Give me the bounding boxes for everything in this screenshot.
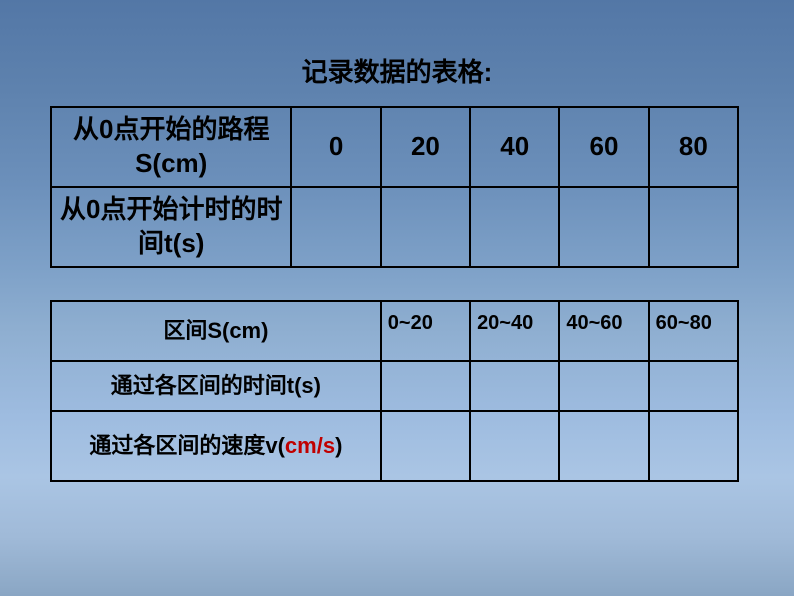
table2-row-speed: 通过各区间的速度v(cm/s) (51, 411, 738, 481)
t1-r0-v1: 20 (381, 107, 470, 187)
t1-r1-post: 点开始计时的时间t(s) (100, 194, 282, 258)
t1-r0-bold: 0 (99, 114, 113, 144)
table1-row-distance: 从0点开始的路程S(cm) 0 20 40 60 80 (51, 107, 738, 187)
t1-r0-label: 从0点开始的路程S(cm) (51, 107, 291, 187)
page-title: 记录数据的表格: (0, 52, 794, 89)
t2-r1-v0 (381, 361, 470, 411)
t2-r1-v2 (559, 361, 648, 411)
t1-r0-v3: 60 (559, 107, 648, 187)
t2-r2-v0 (381, 411, 470, 481)
t1-r1-label: 从0点开始计时的时间t(s) (51, 187, 291, 267)
t1-r1-v4 (649, 187, 738, 267)
t2-r0-v1: 20~40 (470, 301, 559, 361)
t1-r1-pre: 从 (60, 194, 86, 224)
t2-r2-v3 (649, 411, 738, 481)
interval-speed-table: 区间S(cm) 0~20 20~40 40~60 60~80 通过各区间的时间t… (50, 300, 739, 482)
t1-r1-v3 (559, 187, 648, 267)
t2-r2-v2 (559, 411, 648, 481)
t1-r1-bold: 0 (86, 194, 100, 224)
t2-r1-label: 通过各区间的时间t(s) (51, 361, 381, 411)
t2-r0-v0: 0~20 (381, 301, 470, 361)
t2-r2-label: 通过各区间的速度v(cm/s) (51, 411, 381, 481)
table2-row-interval: 区间S(cm) 0~20 20~40 40~60 60~80 (51, 301, 738, 361)
t1-r0-post: 点开始的路程S(cm) (113, 114, 269, 178)
t1-r0-v4: 80 (649, 107, 738, 187)
t1-r1-v1 (381, 187, 470, 267)
distance-time-table: 从0点开始的路程S(cm) 0 20 40 60 80 从0点开始计时的时间t(… (50, 106, 739, 268)
t2-r1-v1 (470, 361, 559, 411)
t1-r1-v0 (291, 187, 380, 267)
t1-r1-v2 (470, 187, 559, 267)
t2-r0-v2: 40~60 (559, 301, 648, 361)
t1-r0-v2: 40 (470, 107, 559, 187)
t2-r2-pre: 通过各区间的速度v( (89, 433, 285, 458)
table1-row-time: 从0点开始计时的时间t(s) (51, 187, 738, 267)
t2-r1-v3 (649, 361, 738, 411)
t1-r0-pre: 从 (73, 114, 99, 144)
t2-r0-label: 区间S(cm) (51, 301, 381, 361)
table2-row-time: 通过各区间的时间t(s) (51, 361, 738, 411)
t1-r0-v0: 0 (291, 107, 380, 187)
table1-container: 从0点开始的路程S(cm) 0 20 40 60 80 从0点开始计时的时间t(… (50, 106, 739, 268)
t2-r2-red: cm/s (285, 433, 335, 458)
t2-r2-post: ) (335, 433, 342, 458)
table2-container: 区间S(cm) 0~20 20~40 40~60 60~80 通过各区间的时间t… (50, 300, 739, 482)
t2-r0-v3: 60~80 (649, 301, 738, 361)
t2-r2-v1 (470, 411, 559, 481)
